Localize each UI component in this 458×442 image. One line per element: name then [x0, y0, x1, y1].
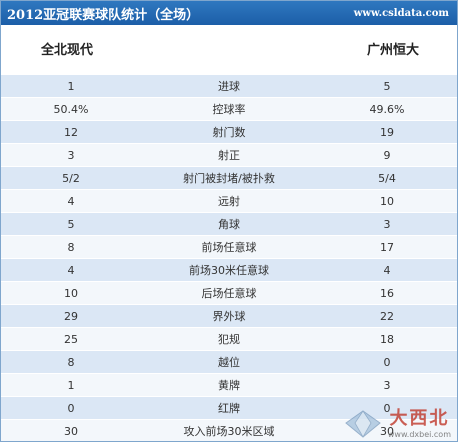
table-row: 8 前场任意球 17	[1, 236, 457, 259]
table-row: 5 角球 3	[1, 213, 457, 236]
title-bar: 2012亚冠联赛球队统计（全场） www.csldata.com	[1, 1, 457, 25]
table-row: 1 黄牌 3	[1, 374, 457, 397]
stat-left-value: 25	[64, 332, 78, 346]
stat-label: 界外球	[212, 310, 246, 323]
stat-right-value: 10	[380, 194, 394, 208]
stat-label: 前场任意球	[201, 241, 257, 254]
table-row: 29 界外球 22	[1, 305, 457, 328]
page-title: 2012亚冠联赛球队统计（全场）	[7, 7, 200, 23]
stat-left-value: 30	[64, 424, 78, 438]
stat-left-value: 8	[67, 355, 75, 369]
stat-label: 攻入前场30米区域	[183, 425, 275, 438]
stat-label: 射门数	[212, 126, 246, 139]
teams-header: 全北现代 广州恒大	[1, 25, 457, 71]
table-row: 30 攻入前场30米区域 30	[1, 420, 457, 441]
stat-left-value: 1	[67, 79, 75, 93]
stat-left-value: 29	[64, 309, 78, 323]
site-url: www.csldata.com	[353, 7, 449, 19]
stat-label: 犯规	[218, 333, 240, 346]
stat-label: 黄牌	[218, 379, 240, 392]
stat-right-value: 19	[380, 125, 394, 139]
table-row: 50.4% 控球率 49.6%	[1, 98, 457, 121]
stat-left-value: 4	[67, 263, 75, 277]
stat-left-value: 50.4%	[53, 102, 89, 116]
stat-label: 红牌	[218, 402, 240, 415]
stat-label: 射正	[218, 149, 240, 162]
stat-label: 前场30米任意球	[189, 264, 269, 277]
stat-right-value: 30	[380, 424, 394, 438]
table-row: 5/2 射门被封堵/被扑救 5/4	[1, 167, 457, 190]
stat-right-value: 17	[380, 240, 394, 254]
stat-left-value: 4	[67, 194, 75, 208]
stat-right-value: 5/4	[378, 171, 396, 185]
stat-left-value: 12	[64, 125, 78, 139]
stat-right-value: 16	[380, 286, 394, 300]
stat-right-value: 22	[380, 309, 394, 323]
stat-left-value: 5	[67, 217, 75, 231]
stat-right-value: 3	[383, 217, 391, 231]
stat-label: 控球率	[212, 103, 246, 116]
stat-left-value: 5/2	[62, 171, 80, 185]
stat-left-value: 0	[67, 401, 75, 415]
table-row: 4 远射 10	[1, 190, 457, 213]
stat-right-value: 18	[380, 332, 394, 346]
stat-left-value: 3	[67, 148, 75, 162]
stat-right-value: 5	[383, 79, 391, 93]
team-right-name: 广州恒大	[366, 42, 419, 58]
stat-left-value: 10	[64, 286, 78, 300]
stat-right-value: 0	[383, 401, 391, 415]
stat-right-value: 0	[383, 355, 391, 369]
stat-left-value: 1	[67, 378, 75, 392]
table-row: 12 射门数 19	[1, 121, 457, 144]
stats-table: 1 进球 5 50.4% 控球率 49.6% 12 射门数 19 3 射正 9 5/2 射门被封堵/被扑救…	[1, 75, 457, 441]
table-row: 25 犯规 18	[1, 328, 457, 351]
stat-label: 射门被封堵/被扑救	[183, 172, 275, 185]
table-row: 0 红牌 0	[1, 397, 457, 420]
stat-left-value: 8	[67, 240, 75, 254]
stat-right-value: 49.6%	[369, 102, 405, 116]
table-row: 10 后场任意球 16	[1, 282, 457, 305]
stat-right-value: 9	[383, 148, 391, 162]
stat-right-value: 4	[383, 263, 391, 277]
table-row: 3 射正 9	[1, 144, 457, 167]
stat-label: 越位	[218, 356, 240, 369]
stat-label: 后场任意球	[201, 287, 257, 300]
stat-right-value: 3	[383, 378, 391, 392]
table-row: 8 越位 0	[1, 351, 457, 374]
team-left-name: 全北现代	[41, 42, 94, 58]
table-row: 1 进球 5	[1, 75, 457, 98]
stat-label: 进球	[218, 80, 240, 93]
stat-label: 角球	[218, 218, 240, 231]
table-row: 4 前场30米任意球 4	[1, 259, 457, 282]
stat-label: 远射	[218, 195, 240, 208]
